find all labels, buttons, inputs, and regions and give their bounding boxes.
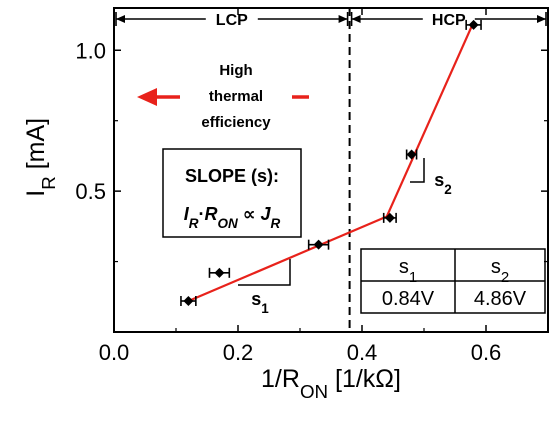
arrow-head xyxy=(351,15,361,23)
high-thermal-line3: efficiency xyxy=(201,114,271,131)
s1-marker xyxy=(238,259,291,286)
table-header-s1: s1 xyxy=(399,256,417,286)
data-point xyxy=(180,296,197,307)
slope-box xyxy=(162,148,302,238)
point-marker xyxy=(313,239,324,250)
point-marker xyxy=(468,19,479,30)
point-marker xyxy=(214,267,225,278)
s1-label: s1 xyxy=(251,289,269,316)
x-tick-label: 0.0 xyxy=(99,340,130,365)
fit-line xyxy=(385,21,475,217)
table-value-s1: 0.84V xyxy=(382,288,435,310)
x-axis-label: 1/RON [1/kΩ] xyxy=(261,365,401,402)
s2-label: s2 xyxy=(434,170,452,197)
y-tick-label: 1.0 xyxy=(75,38,106,63)
plot-frame xyxy=(113,7,549,333)
y-axis-label: IR [mA] xyxy=(22,118,59,197)
region-label: HCP xyxy=(432,12,466,29)
x-tick-label: 0.6 xyxy=(471,340,502,365)
high-thermal-line2: thermal xyxy=(209,88,263,105)
region-lcp: LCP xyxy=(115,12,349,29)
slope-title: SLOPE (s): xyxy=(185,166,279,186)
data-point xyxy=(465,19,482,30)
arrow-head xyxy=(116,15,125,23)
point-marker xyxy=(183,296,194,307)
s2-marker xyxy=(410,158,425,183)
slope-equation: IR·RON ∝ JR xyxy=(184,204,281,231)
y-tick-label: 0.5 xyxy=(75,179,106,204)
data-point xyxy=(208,267,231,278)
point-marker xyxy=(406,149,417,160)
data-point xyxy=(405,149,418,160)
x-tick-label: 0.2 xyxy=(223,340,254,365)
table-value-s2: 4.86V xyxy=(474,288,527,310)
data-layer xyxy=(180,19,482,307)
point-marker xyxy=(384,212,395,223)
high-thermal-line1: High xyxy=(219,62,252,79)
x-tick-label: 0.4 xyxy=(347,340,378,365)
arrow-head xyxy=(338,15,348,23)
arrow-head xyxy=(537,15,546,23)
data-point xyxy=(307,239,330,250)
table-header-s2: s2 xyxy=(491,256,509,286)
region-label: LCP xyxy=(216,12,248,29)
annotations: LCP HCP High thermal efficiency SLOPE (s): IR·… xyxy=(115,12,547,316)
region-hcp: HCP xyxy=(350,12,547,29)
efficiency-arrow-head xyxy=(137,88,157,106)
axes: 0.0 0.2 0.4 0.6 0.5 1.0 1/RON [1/kΩ] IR [mA] xyxy=(22,7,549,402)
fit-line xyxy=(184,215,388,304)
data-point xyxy=(382,212,397,223)
